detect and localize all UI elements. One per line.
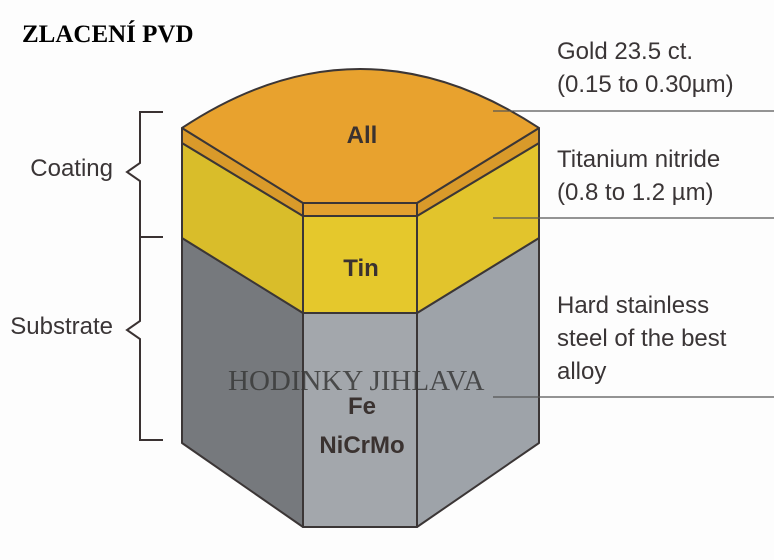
substrate-label: Substrate xyxy=(10,313,113,340)
steel-desc-line3: alloy xyxy=(557,358,606,385)
watermark: HODINKY JIHLAVA xyxy=(228,365,484,397)
steel-label-fe: Fe xyxy=(348,393,376,420)
steel-front-face xyxy=(302,312,418,528)
gold-front-edge xyxy=(302,202,418,217)
gold-top-face xyxy=(181,68,540,204)
gold-desc-line1: Gold 23.5 ct. xyxy=(557,38,693,65)
leader-lines xyxy=(493,110,774,398)
tin-desc-line1: Titanium nitride xyxy=(557,146,720,173)
tin-desc-line2: (0.8 to 1.2 µm) xyxy=(557,179,714,206)
page-title: ZLACENÍ PVD xyxy=(22,20,194,48)
coating-bracket xyxy=(125,111,163,238)
steel-substrate xyxy=(181,237,540,528)
brackets xyxy=(125,111,163,441)
gold-desc-line2: (0.15 to 0.30µm) xyxy=(557,71,734,98)
steel-desc-line2: steel of the best xyxy=(557,325,727,352)
coating-label: Coating xyxy=(30,155,113,182)
substrate-bracket xyxy=(125,237,163,441)
steel-desc-line1: Hard stainless xyxy=(557,292,709,319)
gold-layer xyxy=(181,68,540,217)
steel-label-nicrmo: NiCrMo xyxy=(319,432,404,459)
gold-label: All xyxy=(347,122,378,149)
tin-label: Tin xyxy=(343,255,379,282)
